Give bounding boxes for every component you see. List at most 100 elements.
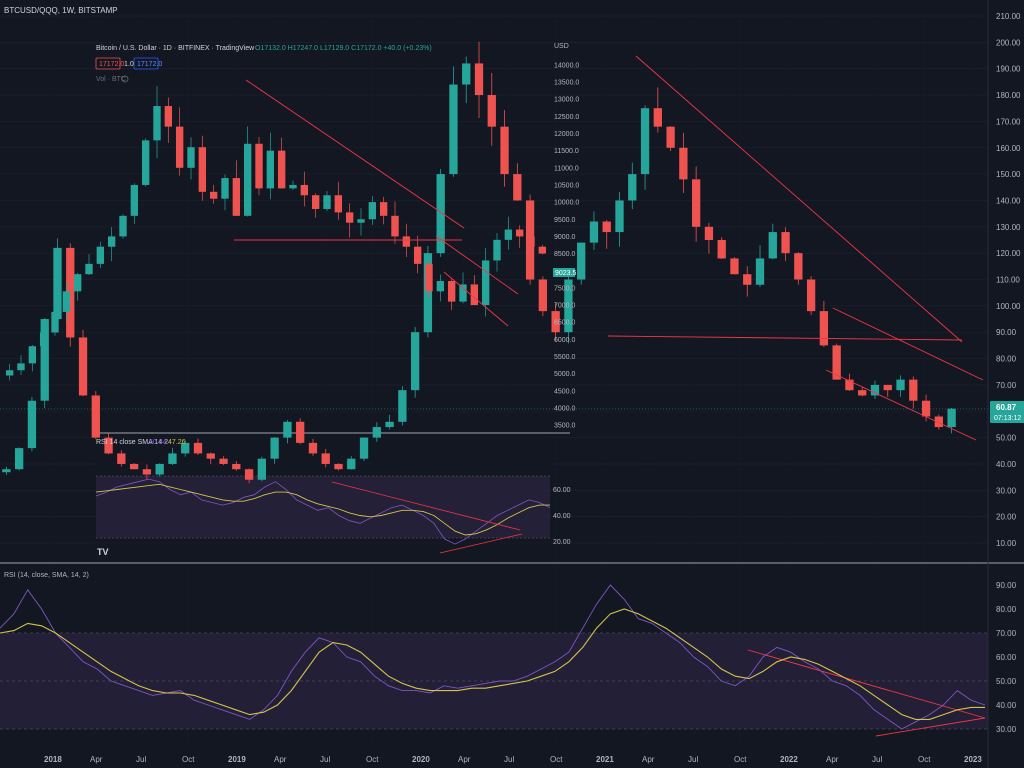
- main-candle-body: [781, 232, 790, 254]
- inset-candle-body: [243, 143, 252, 216]
- inset-y-tick: 5500.0: [554, 354, 576, 361]
- bid-value[interactable]: 17172.0: [99, 61, 124, 68]
- symbol-header[interactable]: BTCUSD/QQQ, 1W, BITSTAMP: [4, 6, 118, 15]
- ask-box[interactable]: [133, 57, 159, 70]
- main-candle-body: [896, 379, 905, 391]
- rsi-trendline-upper: [747, 649, 986, 719]
- main-candle-body: [743, 274, 752, 285]
- eye-icon[interactable]: [121, 75, 129, 83]
- inset-candle-body: [345, 212, 354, 223]
- ask-value[interactable]: 17172.0: [137, 61, 162, 68]
- inset-candle-body: [28, 346, 37, 364]
- inset-candle-body: [311, 195, 320, 209]
- inset-price-tag: [553, 268, 575, 277]
- main-candle-body: [883, 384, 892, 391]
- inset-rsi-trendline-upper: [331, 481, 521, 531]
- inset-price-tag-text: 9023.5: [555, 270, 577, 277]
- main-candle-body: [768, 232, 777, 259]
- inset-y-tick: 13000.0: [554, 97, 579, 104]
- inset-candle-body: [277, 150, 286, 189]
- main-candle-body: [909, 379, 918, 401]
- main-candle-body: [666, 126, 675, 148]
- main-candle-body: [640, 108, 650, 175]
- inset-y-tick: 14000.0: [554, 62, 579, 69]
- main-candle-body: [270, 437, 279, 459]
- inset-candle-body: [515, 229, 524, 237]
- inset-y-tick: 12000.0: [554, 131, 579, 138]
- bid-box[interactable]: [95, 57, 121, 70]
- main-candle-body: [423, 253, 433, 333]
- y-tick-label: 170.00: [996, 117, 1021, 126]
- main-candle-body: [462, 63, 471, 85]
- y-tick-label: 10.00: [996, 539, 1017, 548]
- main-candle-body: [474, 63, 484, 96]
- x-tick-label: 2018: [44, 755, 62, 764]
- main-candle-body: [615, 200, 624, 233]
- main-candle-body: [321, 453, 330, 464]
- main-candle-body: [436, 174, 445, 254]
- inset-channel-lower: [443, 271, 509, 327]
- main-candle-body: [347, 458, 356, 470]
- tradingview-logo: TV: [97, 547, 109, 557]
- main-candle-body: [15, 448, 24, 470]
- rsi-tick-label: 40.00: [996, 701, 1017, 710]
- currency-label[interactable]: USD: [554, 43, 569, 50]
- main-candle-body: [589, 221, 599, 243]
- inset-candle-body: [493, 239, 501, 261]
- rsi-pane-title[interactable]: RSI (14, close, SMA, 14, 2): [4, 572, 89, 579]
- main-candle-body: [819, 311, 829, 346]
- main-candle-body: [921, 400, 931, 417]
- inset-candle-body: [164, 106, 173, 127]
- inset-candle-body: [17, 363, 25, 371]
- main-candle-body: [206, 453, 215, 459]
- x-tick-label: Apr: [274, 755, 287, 764]
- inset-candle-body: [391, 215, 399, 237]
- inset-title: Bitcoin / U.S. Dollar · 1D · BITFINEX · …: [96, 45, 255, 52]
- main-candle-body: [500, 126, 509, 175]
- inset-candle-body: [232, 178, 241, 216]
- main-candle-body: [717, 239, 726, 259]
- main-candles: [2, 41, 956, 484]
- inset-y-tick: 4000.0: [554, 405, 576, 412]
- main-candle-body: [129, 463, 139, 470]
- inset-rsi-line: [95, 478, 551, 545]
- main-candle-body: [551, 311, 560, 333]
- main-candle-body: [168, 453, 177, 464]
- inset-rsi-value: 50.34: [149, 439, 167, 446]
- main-candle-body: [283, 421, 292, 438]
- main-candle-body: [755, 258, 765, 285]
- main-support-line: [607, 335, 963, 341]
- main-trendline-descending: [635, 55, 963, 343]
- inset-candle-body: [85, 263, 93, 275]
- inset-y-tick: 10000.0: [554, 200, 579, 207]
- y-tick-label: 130.00: [996, 223, 1021, 232]
- main-candle-body: [385, 421, 394, 428]
- x-tick-label: Apr: [458, 755, 471, 764]
- rsi-tick-label: 80.00: [996, 605, 1017, 614]
- inset-channel-upper: [435, 235, 519, 295]
- main-channel-lower: [825, 369, 977, 441]
- main-candle-body: [628, 174, 637, 201]
- inset-candle-body: [447, 281, 456, 302]
- main-candle-body: [845, 379, 854, 391]
- y-tick-label: 150.00: [996, 170, 1021, 179]
- main-candle-body: [679, 147, 688, 180]
- inset-ohlc: O17132.0 H17247.0 L17129.0 C17172.0 +40.…: [255, 45, 432, 52]
- main-candle-body: [730, 258, 739, 275]
- main-candle-body: [691, 179, 701, 227]
- inset-y-tick: 12500.0: [554, 114, 579, 121]
- x-tick-label: Jul: [872, 755, 882, 764]
- y-tick-label: 40.00: [996, 460, 1017, 469]
- inset-trendline-descending: [245, 79, 465, 229]
- inset-candles: [5, 85, 547, 381]
- inset-y-tick: 11000.0: [554, 165, 579, 172]
- inset-y-tick: 10500.0: [554, 182, 579, 189]
- inset-candle-body: [323, 195, 331, 209]
- x-tick-label: Oct: [182, 755, 195, 764]
- price-badge: [990, 401, 1020, 423]
- inset-candle-body: [130, 184, 139, 216]
- inset-rsi-label: RSI 14 close SMA 14 2: [96, 439, 168, 446]
- trendline-annotations[interactable]: [234, 55, 986, 737]
- main-candle-body: [577, 242, 586, 280]
